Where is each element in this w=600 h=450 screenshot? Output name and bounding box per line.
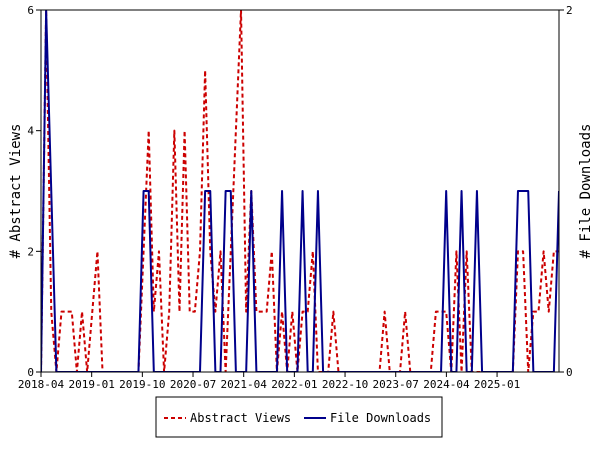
- x-tick-label: 2022-10: [322, 378, 368, 391]
- y-right-tick-label: 0: [566, 366, 573, 379]
- x-tick-label: 2021-04: [221, 378, 268, 391]
- y-left-tick-label: 2: [27, 245, 34, 258]
- x-tick-label: 2018-04: [18, 378, 65, 391]
- legend-label-abstract-views: Abstract Views: [190, 411, 291, 425]
- series-line-file-downloads: [41, 10, 559, 372]
- y-axis-right-title: # File Downloads: [578, 124, 594, 259]
- x-tick-label: 2020-07: [170, 378, 216, 391]
- y-axis-left-title: # Abstract Views: [8, 124, 24, 259]
- y-left-tick-label: 4: [27, 125, 34, 138]
- x-tick-label: 2022-01: [271, 378, 317, 391]
- y-left-tick-label: 6: [27, 4, 34, 17]
- plot-frame: [40, 9, 560, 373]
- y-right-tick-label: 2: [566, 4, 573, 17]
- legend-box: [155, 396, 443, 438]
- legend-label-file-downloads: File Downloads: [330, 411, 431, 425]
- x-tick-label: 2024-04: [423, 378, 470, 391]
- x-tick-label: 2025-01: [474, 378, 520, 391]
- x-tick-label: 2019-01: [68, 378, 114, 391]
- legend: Abstract Views File Downloads: [155, 396, 443, 438]
- x-tick-label: 2019-10: [119, 378, 165, 391]
- x-tick-label: 2023-07: [373, 378, 419, 391]
- y-left-tick-label: 0: [27, 366, 34, 379]
